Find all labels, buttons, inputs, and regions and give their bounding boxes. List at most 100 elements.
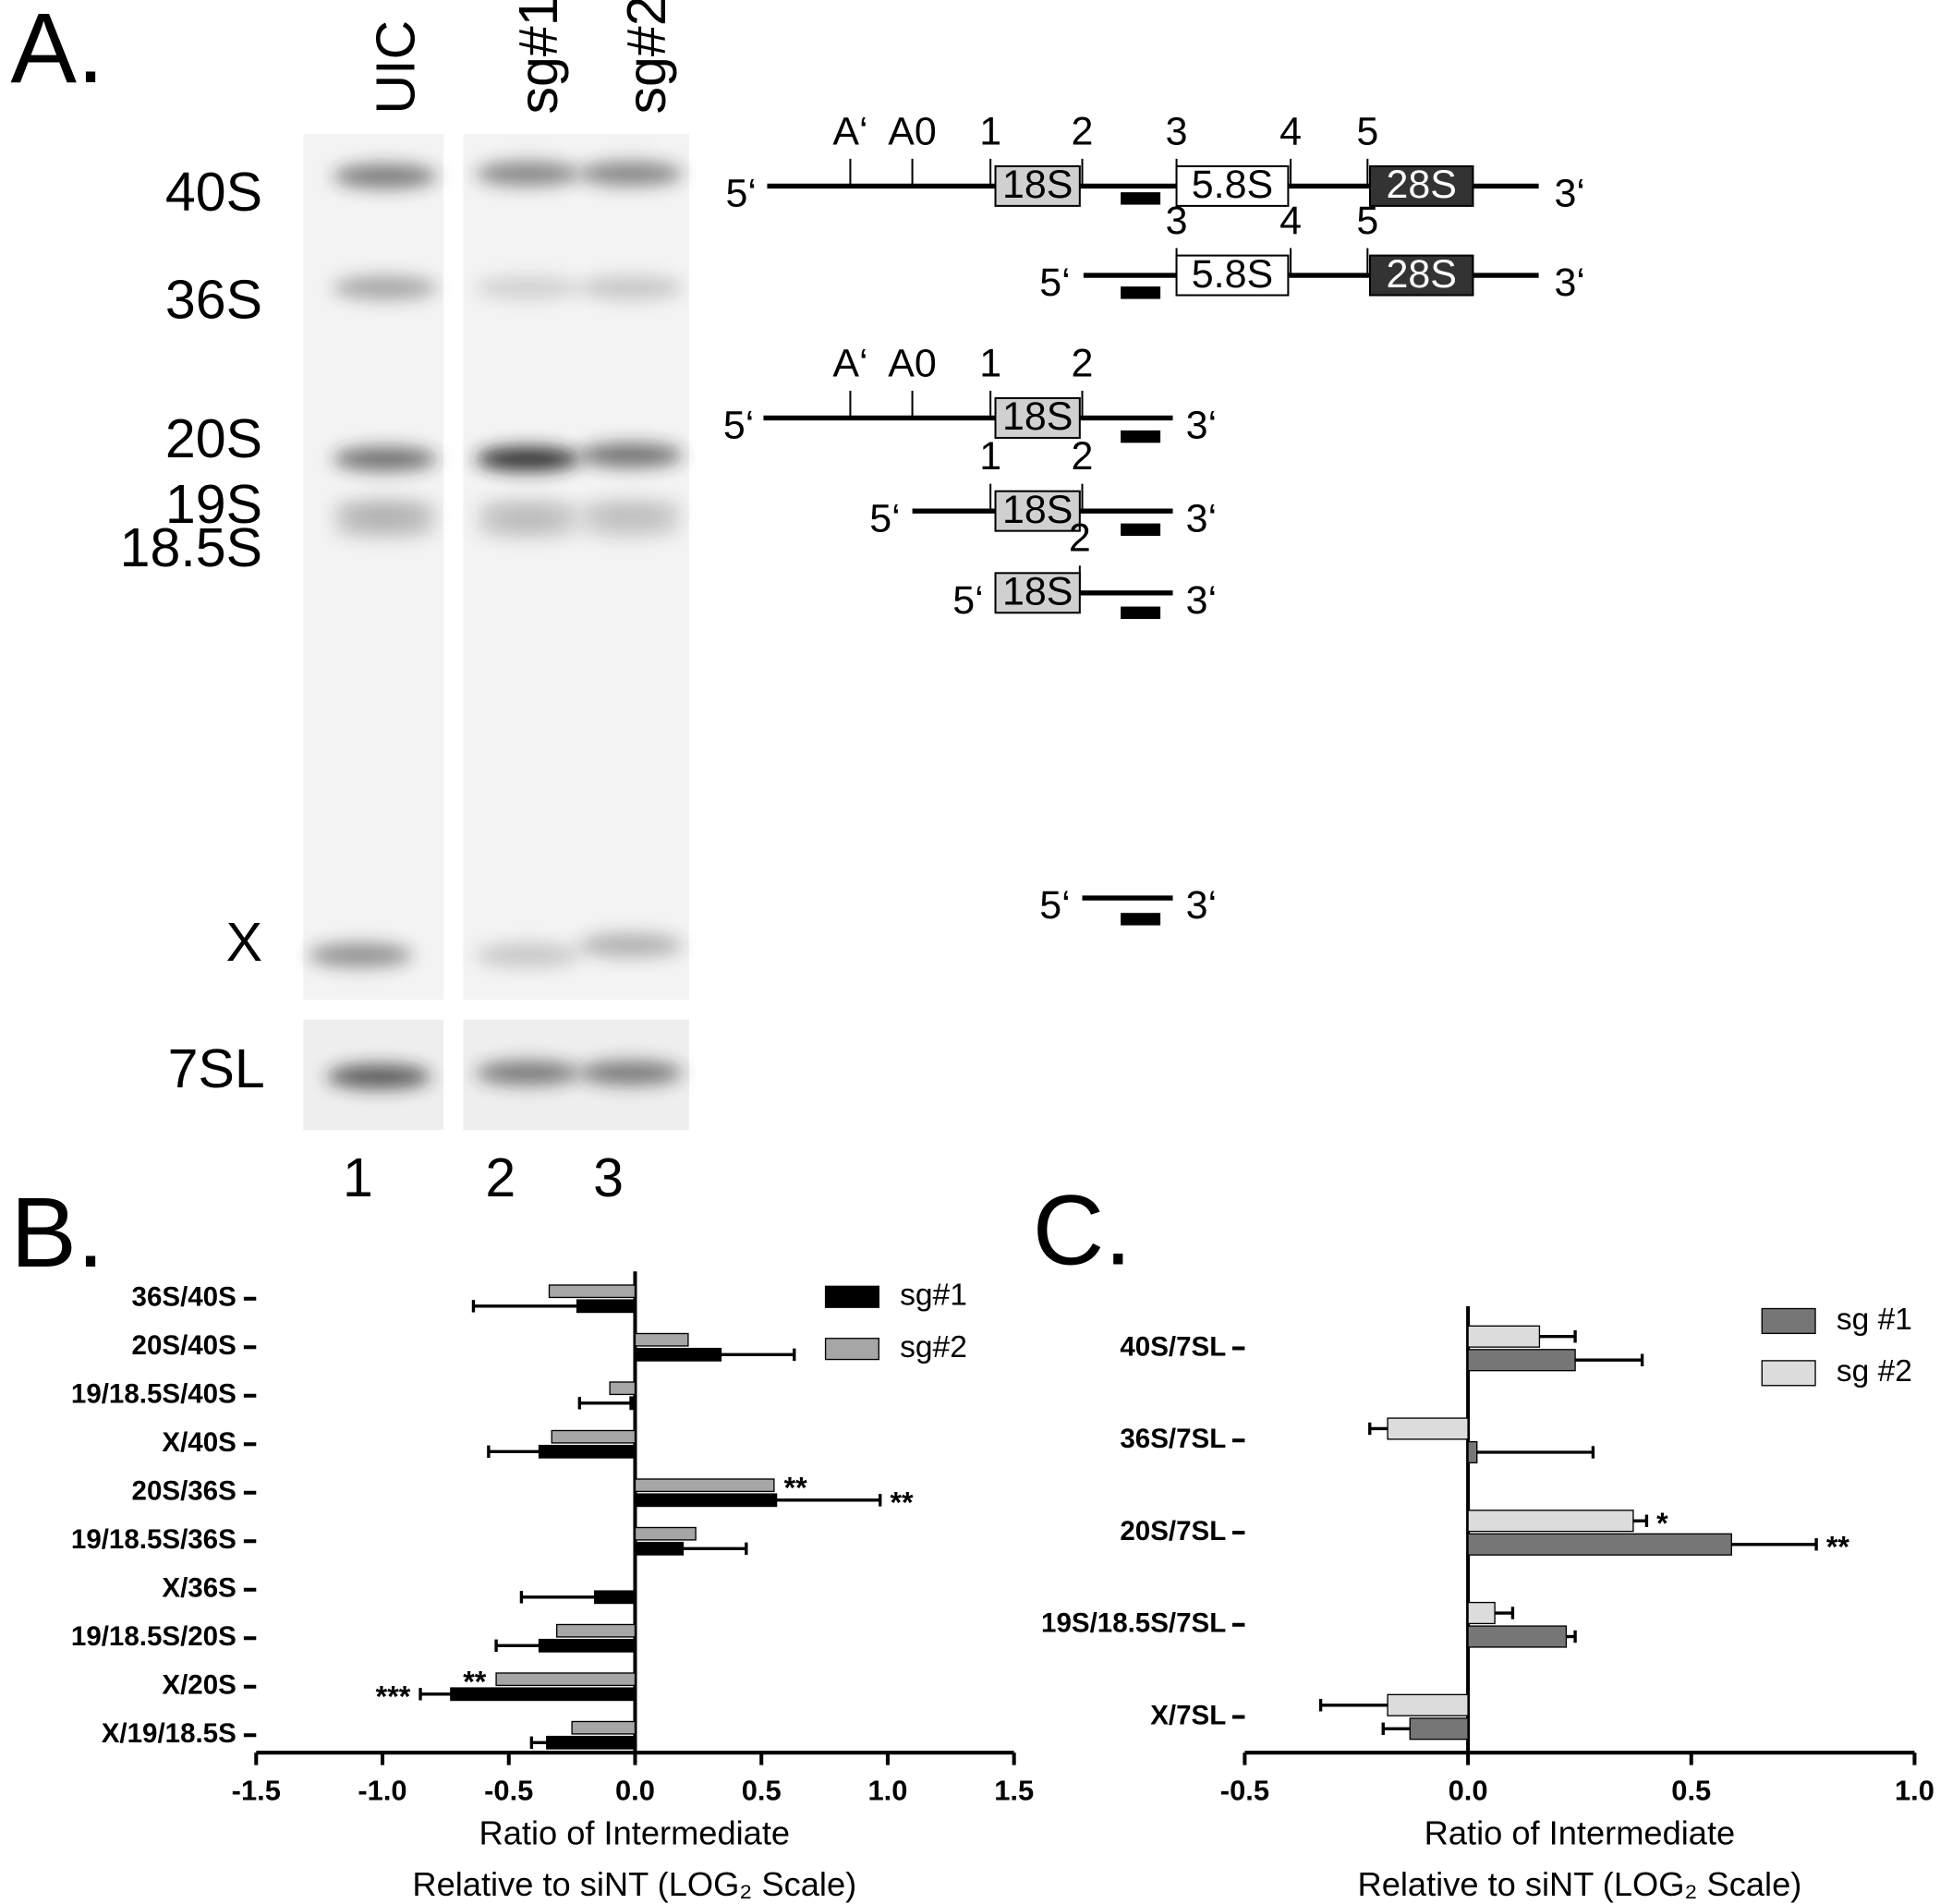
site-label: 4 [1279,199,1302,243]
legend-label: sg #1 [1837,1303,1912,1337]
significance: ** [1826,1531,1850,1564]
lane-number: 2 [485,1147,515,1208]
x-axis-title: Ratio of Intermediate [1425,1814,1736,1852]
probe [1121,606,1161,619]
legend-swatch [824,1338,879,1361]
y-tick-label: X/36S [162,1573,236,1604]
end-label: 3‘ [1186,496,1217,540]
gel-band [578,515,684,540]
bar [1467,1533,1732,1556]
bar [634,1332,689,1347]
x-tick-label: 0.5 [742,1774,782,1806]
site-label: 3 [1166,109,1188,153]
end-label: 3‘ [1554,171,1584,215]
bar [1467,1625,1568,1648]
bar [634,1478,775,1493]
gel-band [308,942,413,968]
lane-label: sg#1 [508,0,569,115]
probe [1121,430,1161,443]
gel-band [475,942,580,968]
bar [1467,1440,1478,1464]
gel-band [475,1060,580,1085]
legend-label: sg #2 [1837,1354,1912,1389]
x-tick-label: -0.5 [484,1774,533,1806]
bar [576,1299,637,1314]
bar [634,1347,722,1362]
x-tick-label: 1.0 [1895,1774,1934,1806]
end-label: 5‘ [726,171,757,215]
bar [546,1735,637,1750]
site-label: 1 [979,434,1001,479]
legend-swatch [1761,1360,1816,1387]
panel-label: B. [10,1177,103,1288]
rrna-box [1369,164,1474,207]
rrna-box [994,572,1081,614]
rrna-box [1175,254,1290,297]
site-label: A0 [888,109,937,153]
gel-band [475,275,580,300]
end-label: 3‘ [1186,404,1217,448]
x-tick-label: 1.0 [867,1774,907,1806]
site-label: A‘ [832,341,867,385]
y-tick-label: X/19/18.5S [102,1718,236,1749]
significance: ** [784,1472,808,1505]
x-axis-title: Relative to siNT (LOG₂ Scale) [412,1865,856,1903]
y-tick-label: 40S/7SL [1120,1331,1226,1362]
end-label: 5‘ [869,496,900,540]
site-label: 1 [979,341,1001,385]
y-tick-label: 36S/7SL [1120,1424,1226,1454]
significance: * [1656,1507,1668,1540]
y-tick-label: X/7SL [1150,1700,1226,1730]
gel-panel [303,134,444,1001]
rrna-box [1175,164,1290,207]
rrna-label: 18S [1002,488,1073,532]
legend-swatch [1761,1307,1816,1335]
gel-band [578,932,684,958]
gel-band [333,515,438,540]
rrna-label: 28S [1387,252,1457,297]
significance: ** [890,1486,914,1520]
site-label: A‘ [832,109,867,153]
site-label: 3 [1166,199,1188,243]
x-tick-label: 0.0 [615,1774,655,1806]
band-label: 20S [165,408,262,469]
probe [1121,913,1161,926]
y-tick-label: 36S/40S [132,1282,236,1313]
x-axis-title: Relative to siNT (LOG₂ Scale) [1358,1865,1802,1903]
band-label: 36S [165,270,262,331]
bar [556,1623,637,1638]
y-tick-label: 19/18.5S/20S [71,1621,236,1652]
gel-band [326,1064,431,1089]
y-tick-label: 20S/40S [132,1330,236,1361]
gel-band [475,161,580,187]
probe [1121,192,1161,205]
bar [1467,1349,1576,1372]
gel-band [578,1060,684,1085]
bar [634,1526,697,1541]
bar [629,1396,637,1411]
significance: ** [463,1666,487,1699]
rrna-label: 18S [1002,163,1073,207]
end-label: 5‘ [1039,883,1070,928]
y-tick-label: 20S/7SL [1120,1516,1226,1546]
end-label: 5‘ [952,578,983,623]
x-tick-label: -0.5 [1220,1774,1269,1806]
band-label: 40S [165,162,262,223]
x-axis-title: Ratio of Intermediate [479,1814,791,1852]
end-label: 3‘ [1186,578,1217,623]
gel-band [333,164,438,189]
gel-band [333,446,438,472]
bar [538,1638,637,1653]
gel-band [333,275,438,300]
rrna-box [994,396,1081,439]
end-label: 3‘ [1554,261,1584,305]
bar [1387,1417,1469,1440]
rrna-label: 18S [1002,569,1073,613]
end-label: 5‘ [723,404,754,448]
x-tick-label: 0.5 [1671,1774,1711,1806]
significance: *** [376,1680,411,1714]
gel-band [578,275,684,300]
site-label: 1 [979,109,1001,153]
